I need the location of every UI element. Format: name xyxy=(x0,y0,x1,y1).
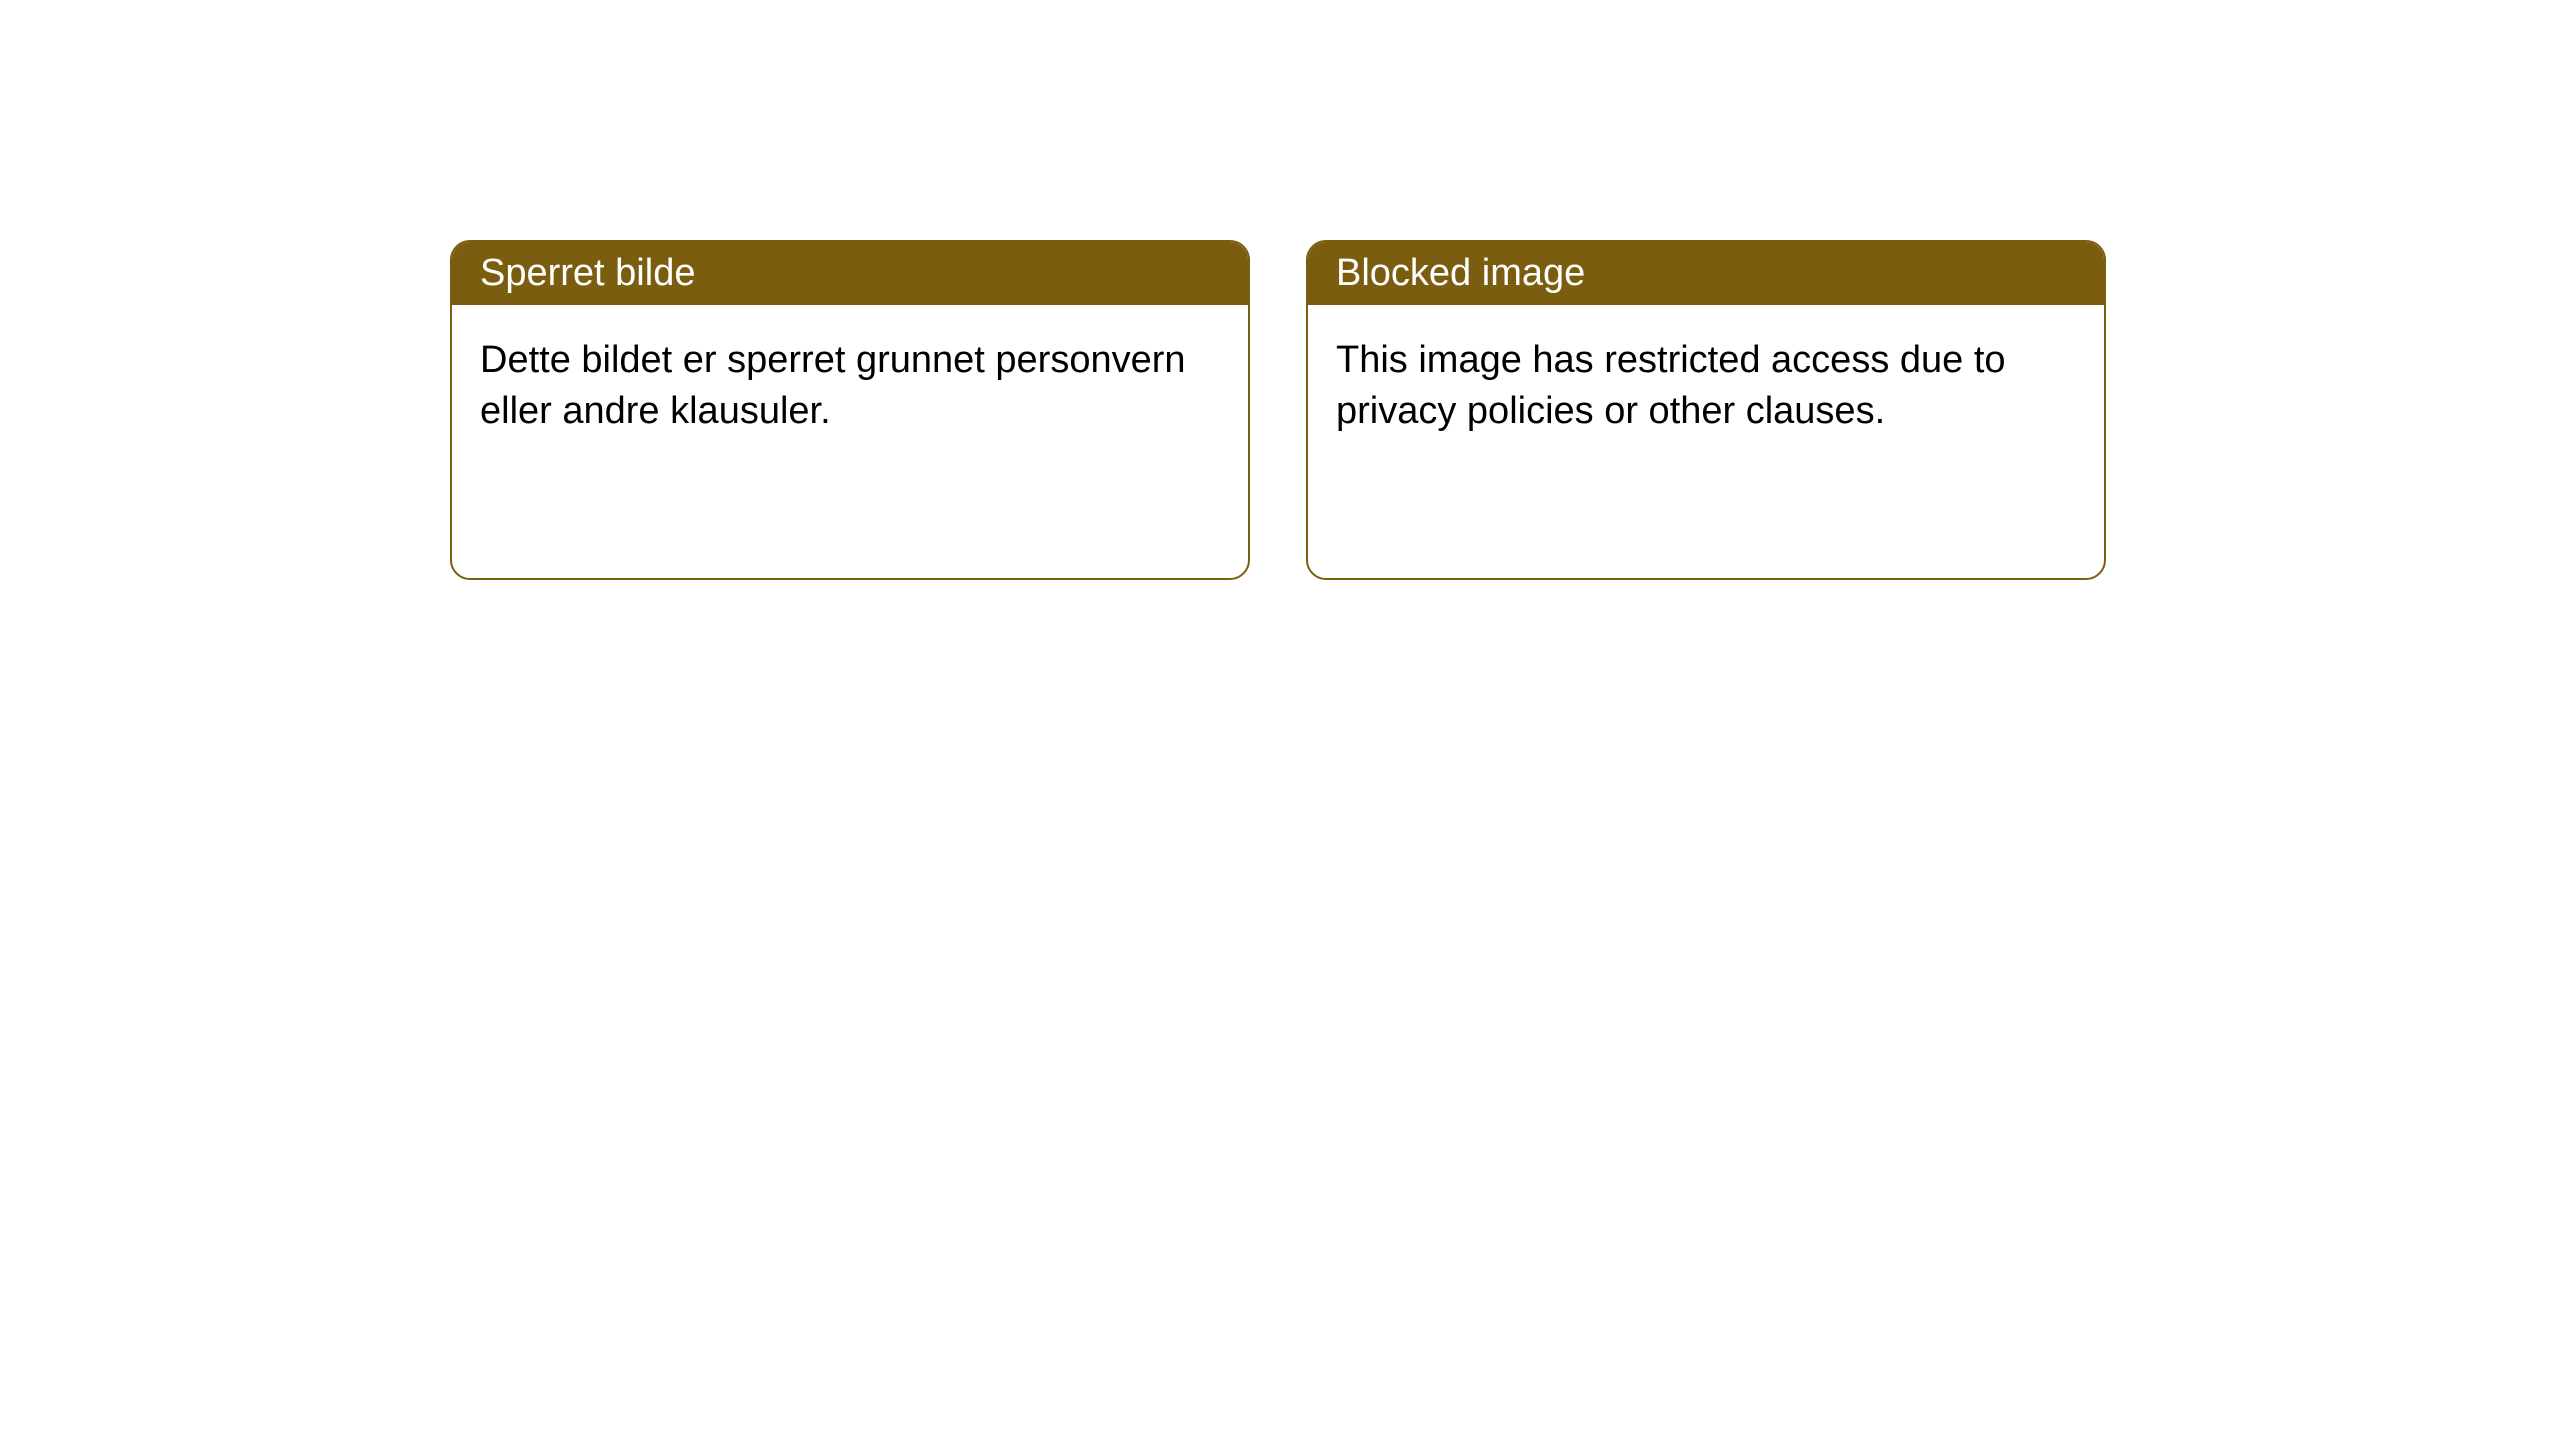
notice-header: Blocked image xyxy=(1308,242,2104,305)
notice-header: Sperret bilde xyxy=(452,242,1248,305)
notice-body: Dette bildet er sperret grunnet personve… xyxy=(452,305,1248,468)
notice-box-norwegian: Sperret bilde Dette bildet er sperret gr… xyxy=(450,240,1250,580)
notice-box-english: Blocked image This image has restricted … xyxy=(1306,240,2106,580)
notice-container: Sperret bilde Dette bildet er sperret gr… xyxy=(450,240,2106,580)
notice-body: This image has restricted access due to … xyxy=(1308,305,2104,468)
